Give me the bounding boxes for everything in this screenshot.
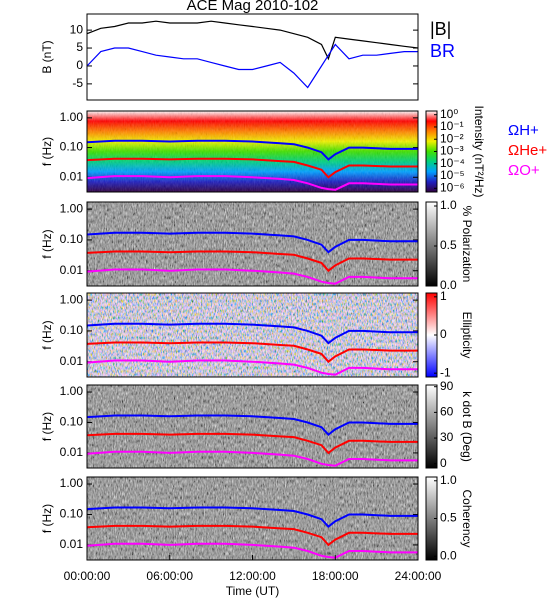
series-line [86, 20, 419, 61]
series-line [86, 450, 418, 467]
series-line [86, 157, 418, 179]
series-line [86, 322, 418, 345]
panel [87, 477, 418, 560]
series-line [86, 250, 418, 273]
colorbar-label: Coherency [460, 489, 474, 547]
panel [87, 293, 418, 377]
spectrogram-texture [87, 293, 418, 377]
y-tick-label: 1.00 [60, 292, 84, 306]
y-tick-label: 0.10 [60, 140, 84, 154]
panel [87, 111, 418, 192]
x-tick-label: 24:00:00 [395, 569, 442, 583]
panel [87, 385, 418, 468]
legend-label: BR [430, 41, 455, 61]
y-axis-label: f (Hz) [40, 137, 54, 166]
colorbar-tick-label: 10⁻⁴ [440, 156, 465, 170]
colorbar [425, 201, 438, 287]
colorbar-tick-label: 10⁰ [440, 107, 458, 121]
colorbar-label: Ellipticity [460, 312, 474, 359]
colorbar-tick-label: 10⁻⁶ [440, 180, 465, 194]
colorbar-tick-label: 10⁻⁵ [440, 168, 465, 182]
legend-label: ΩHe+ [508, 142, 547, 159]
y-tick-label: 0 [76, 58, 83, 72]
y-tick-label: 0.01 [60, 537, 84, 551]
series-line [86, 432, 418, 455]
x-tick-label: 12:00:00 [229, 569, 276, 583]
x-tick-label: 00:00:00 [64, 569, 111, 583]
y-tick-label: 0.01 [60, 354, 84, 368]
colorbar-tick-label: 0 [440, 327, 447, 341]
y-tick-label: 1.00 [60, 476, 84, 490]
plot-frame [86, 110, 419, 193]
colorbar-tick-label: 1 [440, 289, 447, 303]
legend-label: |B| [430, 19, 451, 39]
colorbar-tick-label: 10⁻³ [440, 144, 464, 158]
series-line [86, 341, 418, 364]
series-line [86, 414, 418, 436]
plot-frame [86, 13, 419, 101]
series-line [86, 231, 418, 254]
series-line [86, 175, 418, 191]
y-tick-label: 0.10 [60, 507, 84, 521]
series-line [86, 506, 418, 528]
colorbar-label: % Polarization [460, 206, 474, 283]
chart-title: ACE Mag 2010-102 [187, 0, 319, 14]
x-tick-label: 06:00:00 [146, 569, 193, 583]
y-tick-label: 10 [70, 22, 84, 36]
y-axis-label: B (nT) [40, 40, 54, 73]
colorbar-tick-label: 30 [440, 430, 454, 444]
x-tick-label: 18:00:00 [312, 569, 359, 583]
colorbar-label: Intensity (nT²/Hz) [472, 105, 486, 197]
series-line [86, 542, 418, 559]
spectrogram-texture [87, 385, 418, 468]
plot-frame [86, 201, 419, 287]
colorbar-tick-label: 1.0 [440, 198, 457, 212]
series-line [86, 139, 418, 161]
spectrogram-texture [87, 477, 418, 560]
legend-label: ΩH+ [508, 122, 539, 139]
colorbar-tick-label: 0.5 [440, 511, 457, 525]
colorbar-tick-label: 0.0 [440, 548, 457, 562]
series-line [86, 268, 418, 285]
colorbar-tick-label: 10⁻² [440, 131, 464, 145]
y-tick-label: 1.00 [60, 384, 84, 398]
colorbar-label: k dot B (Deg) [460, 391, 474, 462]
spectrogram-texture [87, 202, 418, 286]
y-tick-label: -5 [72, 76, 83, 90]
y-tick-label: 0.01 [60, 263, 84, 277]
colorbar-tick-label: 0.5 [440, 238, 457, 252]
y-tick-label: 0.01 [60, 169, 84, 183]
y-tick-label: 0.01 [60, 445, 84, 459]
y-axis-label: f (Hz) [40, 504, 54, 533]
y-axis-label: f (Hz) [40, 320, 54, 349]
series-line [86, 524, 418, 547]
series-line [86, 43, 418, 89]
y-tick-label: 1.00 [60, 110, 84, 124]
colorbar-tick-label: -1 [440, 365, 451, 379]
spectrogram-texture [87, 111, 418, 192]
colorbar-tick-label: 0.0 [440, 278, 457, 292]
colorbar-tick-label: 60 [440, 405, 454, 419]
y-axis-label: f (Hz) [40, 412, 54, 441]
colorbar-tick-label: 0 [440, 456, 447, 470]
plot-frame [86, 292, 419, 378]
plot-frame [86, 384, 419, 469]
y-tick-label: 0.10 [60, 415, 84, 429]
y-tick-label: 5 [76, 40, 83, 54]
colorbar [425, 384, 438, 469]
y-tick-label: 1.00 [60, 201, 84, 215]
y-tick-label: 0.10 [60, 323, 84, 337]
x-axis-label: Time (UT) [226, 584, 280, 598]
legend-label: ΩO+ [508, 162, 540, 179]
colorbar-tick-label: 1.0 [440, 473, 457, 487]
y-axis-label: f (Hz) [40, 229, 54, 258]
series-line [86, 359, 418, 376]
y-tick-label: 0.10 [60, 232, 84, 246]
panel [87, 202, 418, 286]
colorbar-tick-label: 10⁻¹ [440, 119, 464, 133]
colorbar-tick-label: 90 [440, 379, 454, 393]
